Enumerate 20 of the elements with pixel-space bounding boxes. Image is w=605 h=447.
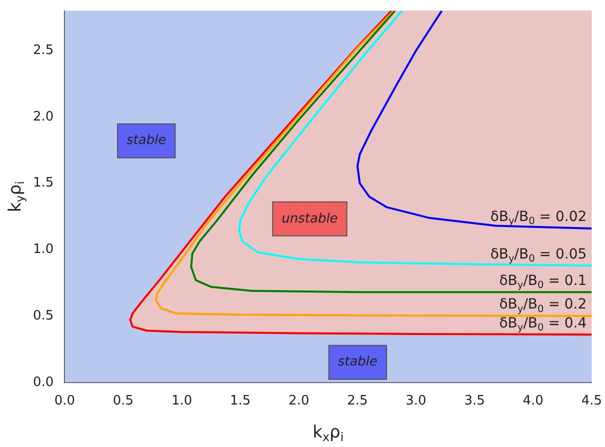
y-tick-label: 0.5	[32, 308, 54, 324]
y-tick-label: 2.0	[32, 109, 54, 124]
y-tick-label: 1.0	[32, 242, 54, 258]
annotation: unstable	[282, 211, 338, 226]
annotation: stable	[126, 133, 166, 148]
y-tick-label: 0.0	[32, 374, 54, 390]
y-tick-label: 2.5	[32, 42, 54, 58]
x-tick-label: 2.5	[347, 394, 368, 409]
x-tick-label: 4.5	[581, 394, 602, 409]
x-tick-label: 4.0	[522, 394, 544, 409]
x-tick-label: 1.0	[171, 394, 192, 409]
x-tick-label: 3.5	[464, 394, 485, 409]
annotation: stable	[338, 354, 378, 370]
x-tick-label: 3.0	[406, 394, 426, 409]
y-tick-label: 1.5	[32, 176, 54, 191]
x-tick-label: 1.5	[230, 394, 251, 409]
x-tick-label: 0.0	[54, 394, 76, 409]
y-axis-title: kyρi	[5, 181, 28, 212]
x-tick-label: 2.0	[288, 394, 310, 409]
x-tick-label: 0.5	[112, 394, 134, 409]
